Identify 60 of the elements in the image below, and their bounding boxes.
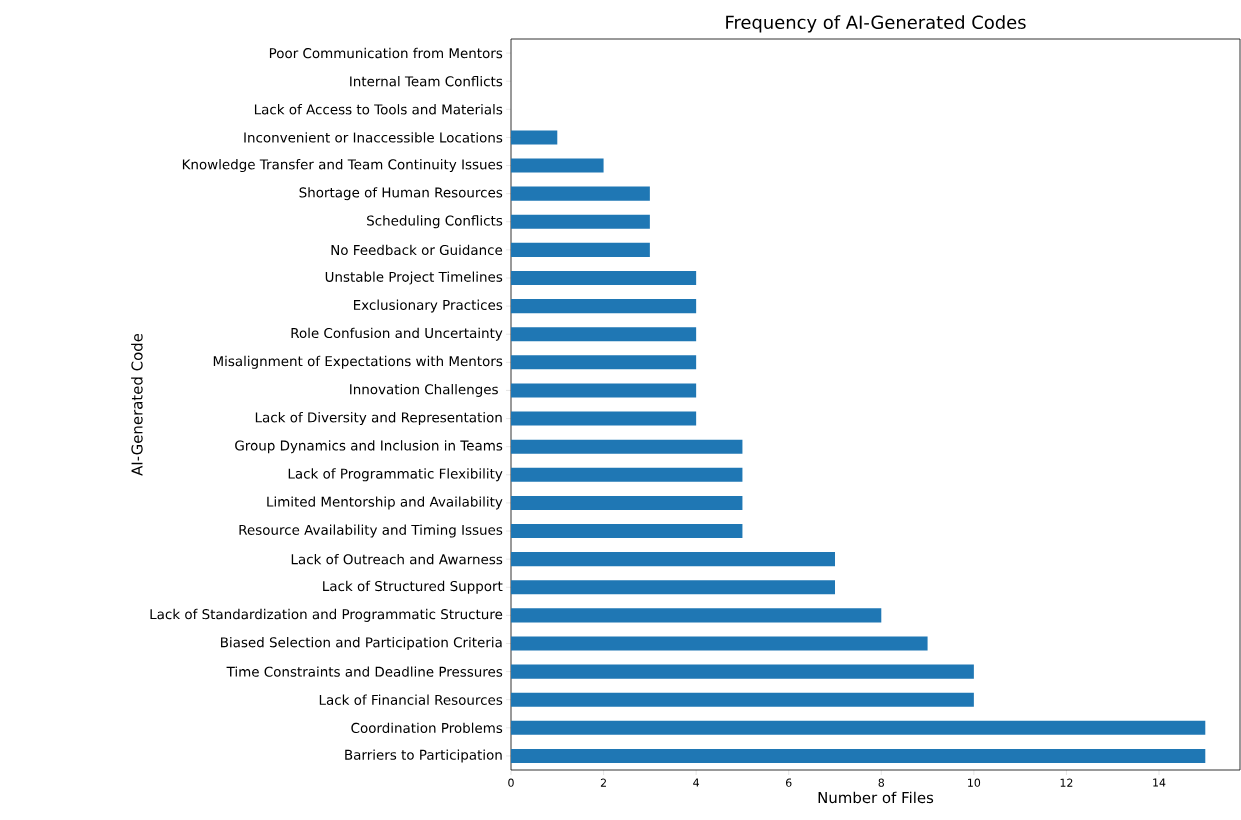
- x-tick-label: 14: [1153, 778, 1166, 787]
- y-tick-label: Innovation Challenges: [350, 383, 498, 397]
- bar: [511, 270, 697, 286]
- y-tick-label: Lack of Access to Tools and Materials: [254, 104, 503, 115]
- y-tick-label: Exclusionary Practices: [354, 299, 503, 313]
- bar: [511, 411, 697, 426]
- y-tick-label: Biased Selection and Participation Criteria: [221, 636, 502, 650]
- bar: [511, 439, 743, 454]
- y-tick-label: Shortage of Human Resources: [299, 187, 503, 201]
- y-tick-label: Lack of Diversity and Representation: [255, 412, 502, 426]
- y-tick-label: Time Constraints and Deadline Pressures: [226, 666, 503, 677]
- x-axis-title: Number of Files: [818, 791, 934, 804]
- y-tick-label: Lack of Programmatic Flexibility: [288, 468, 503, 482]
- bar: [511, 467, 743, 482]
- y-tick-label: Inconvenient or Inaccessible Locations: [244, 132, 503, 143]
- bar: [511, 664, 974, 679]
- y-tick-label: Lack of Standardization and Programmatic Structure: [150, 608, 503, 622]
- y-tick-label: Limited Mentorship and Availability: [267, 496, 503, 510]
- y-tick-label: Group Dynamics and Inclusion in Teams: [235, 440, 503, 454]
- x-tick-label: 6: [786, 778, 792, 787]
- x-tick-label: 12: [1060, 778, 1073, 787]
- bar: [511, 299, 697, 314]
- y-tick-label: Lack of Financial Resources: [319, 694, 503, 705]
- bar: [511, 158, 604, 173]
- y-tick-label: No Feedback or Guidance: [331, 244, 503, 256]
- y-tick-label: Resource Availability and Timing Issues: [239, 524, 503, 538]
- y-tick-label: Poor Communication from Mentors: [269, 47, 503, 59]
- x-tick-label: 2: [600, 778, 606, 787]
- bar: [511, 214, 650, 229]
- y-tick-label: Lack of Outreach and Awarness: [291, 553, 503, 565]
- x-tick-label: 4: [693, 778, 700, 787]
- y-tick-label: Internal Team Conflicts: [350, 75, 503, 87]
- bar: [511, 242, 650, 257]
- y-tick-label: Misalignment of Expectations with Mentors: [213, 355, 503, 369]
- chart-title: Frequency of AI-Generated Codes: [726, 15, 1026, 33]
- bar: [511, 608, 882, 623]
- y-tick-label: Barriers to Participation: [345, 749, 502, 763]
- bar: [511, 720, 1206, 735]
- bar: [511, 495, 743, 510]
- y-axis-title: AI-Generated Code: [131, 333, 143, 476]
- x-tick-label: 8: [878, 778, 885, 787]
- bar: [511, 355, 697, 370]
- y-tick-label: Lack of Structured Support: [323, 580, 503, 594]
- y-tick-label: Knowledge Transfer and Team Continuity Issues: [182, 159, 503, 173]
- bar: [511, 580, 835, 595]
- bar: [511, 552, 835, 567]
- bar: [511, 130, 558, 145]
- bar: [511, 692, 974, 707]
- y-tick-label: Coordination Problems: [351, 722, 503, 734]
- bar: [511, 327, 697, 342]
- bar: [511, 748, 1206, 763]
- bar: [511, 636, 928, 651]
- bar: [511, 186, 650, 201]
- bar: [511, 524, 743, 539]
- bar: [511, 383, 697, 398]
- y-tick-label: Role Confusion and Uncertainty: [291, 327, 503, 341]
- x-tick-label: 0: [508, 778, 514, 787]
- x-tick-label: 10: [968, 778, 981, 787]
- y-tick-label: Unstable Project Timelines: [325, 271, 503, 285]
- y-tick-label: Scheduling Conflicts: [367, 215, 503, 229]
